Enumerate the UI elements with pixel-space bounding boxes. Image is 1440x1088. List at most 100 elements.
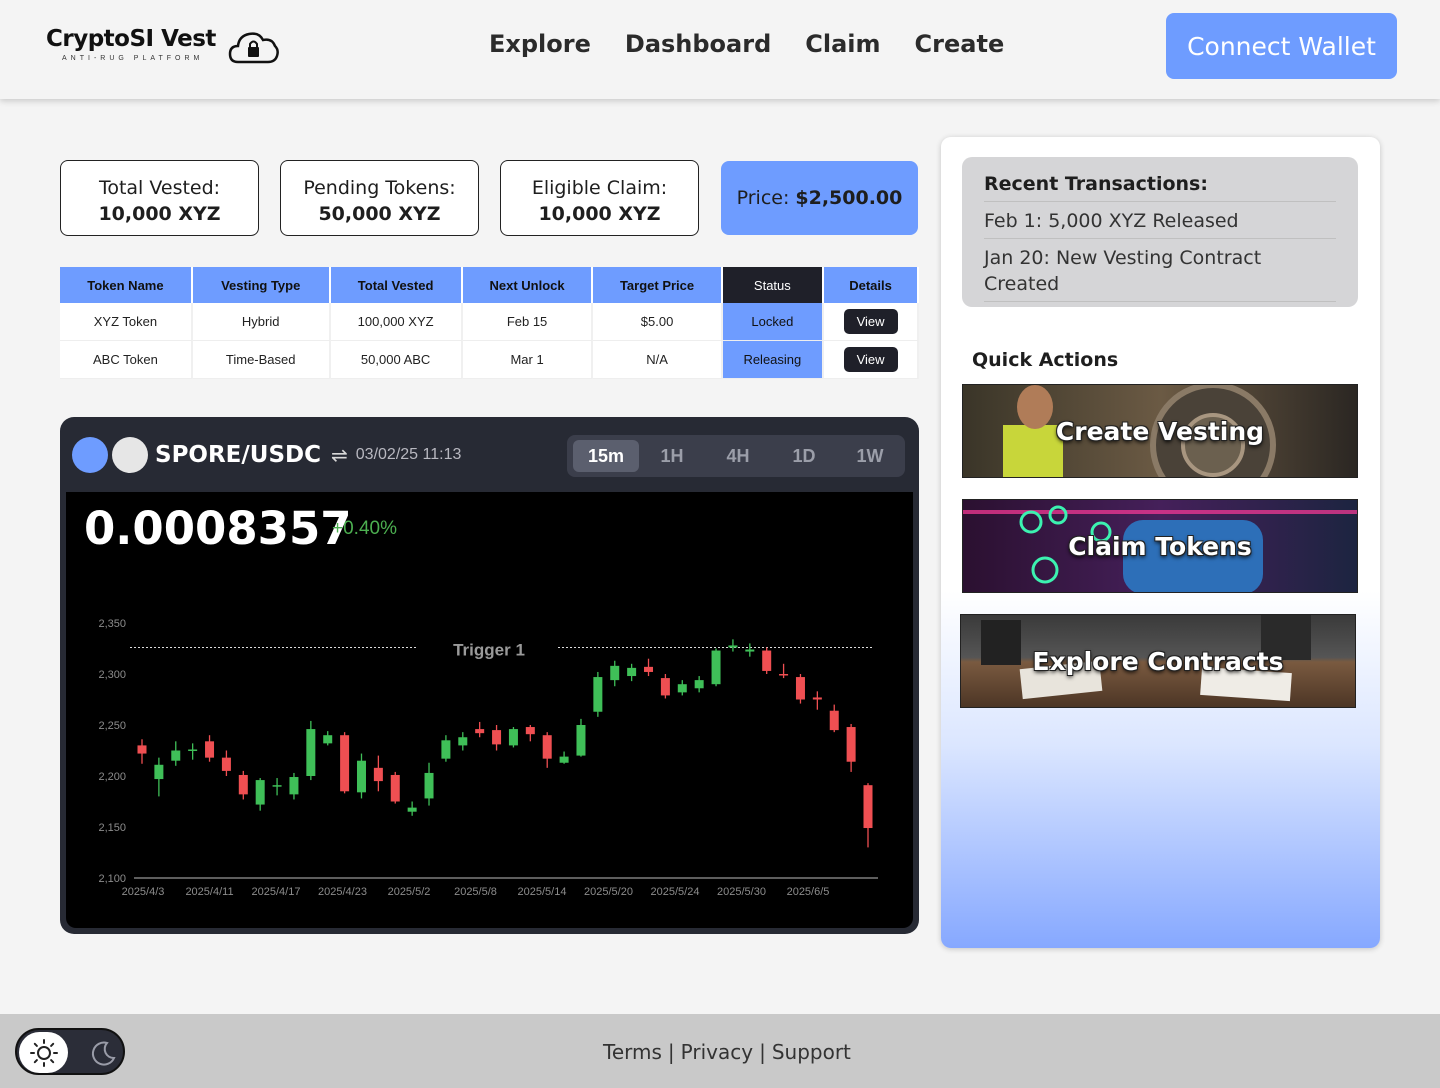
x-tick-label: 2025/5/8 <box>454 886 497 898</box>
pending-tokens-card: Pending Tokens: 50,000 XYZ <box>280 160 479 236</box>
candle-body <box>593 677 603 712</box>
candle-body <box>137 745 147 754</box>
candle-body <box>407 807 417 812</box>
claim-tokens-card[interactable]: Claim Tokens <box>962 499 1358 593</box>
candle-body <box>306 729 316 776</box>
quick-actions-title: Quick Actions <box>972 349 1119 371</box>
col-total-vested: Total Vested <box>330 267 463 303</box>
swap-icon[interactable]: ⇌ <box>331 444 348 467</box>
view-button[interactable]: View <box>843 347 898 372</box>
timeframe-selector: 15m 1H 4H 1D 1W <box>567 435 905 477</box>
theme-toggle[interactable] <box>15 1028 125 1075</box>
candle-body <box>356 760 366 793</box>
candle-body <box>508 729 518 746</box>
cell-next-unlock: Feb 15 <box>462 303 594 341</box>
candle-body <box>340 735 350 792</box>
price-label: Price: <box>736 187 790 209</box>
explore-contracts-label: Explore Contracts <box>1032 646 1284 676</box>
cell-details: View <box>824 303 919 341</box>
pending-tokens-value: 50,000 XYZ <box>318 203 441 225</box>
col-target-price: Target Price <box>593 267 723 303</box>
header: CryptoSI Vest ANTI-RUG PLATFORM Explore … <box>0 0 1440 99</box>
candle-body <box>762 650 772 671</box>
y-tick-label: 2,350 <box>98 618 126 630</box>
candle-body <box>677 684 687 693</box>
footer-separator: | <box>667 1040 675 1064</box>
nav-explore[interactable]: Explore <box>489 30 591 58</box>
table-row: ABC Token Time-Based 50,000 ABC Mar 1 N/… <box>60 341 919 379</box>
light-mode-option[interactable] <box>19 1032 68 1073</box>
candle-body <box>424 772 434 799</box>
candlestick-chart[interactable]: 2,100 2,150 2,200 2,250 2,300 2,350 2025/4/3 20… <box>66 492 913 928</box>
timeframe-1d[interactable]: 1D <box>792 445 816 466</box>
footer-separator: | <box>759 1040 766 1064</box>
candle-body <box>171 750 181 761</box>
nav-create[interactable]: Create <box>914 30 1005 58</box>
candle-body <box>745 649 755 652</box>
eligible-claim-value: 10,000 XYZ <box>538 203 661 225</box>
view-button[interactable]: View <box>843 309 898 334</box>
price-card: Price: $2,500.00 <box>721 161 918 235</box>
nav-claim[interactable]: Claim <box>805 30 881 58</box>
cell-token-name: ABC Token <box>60 341 193 379</box>
timeframe-1h[interactable]: 1H <box>660 445 684 466</box>
candle-body <box>694 680 704 689</box>
cell-details: View <box>824 341 919 379</box>
total-vested-card: Total Vested: 10,000 XYZ <box>60 160 259 236</box>
footer: Terms | Privacy | Support <box>0 1014 1440 1088</box>
candle-body <box>188 749 198 751</box>
x-tick-label: 2025/4/3 <box>122 886 165 898</box>
footer-links: Terms | Privacy | Support <box>603 1040 851 1064</box>
timeframe-1w[interactable]: 1W <box>856 445 884 466</box>
moon-icon[interactable] <box>89 1039 117 1067</box>
candle-body <box>272 785 282 787</box>
claim-tokens-label: Claim Tokens <box>1068 531 1252 561</box>
status-badge: Locked <box>722 303 825 341</box>
candle-body <box>627 667 637 677</box>
price-value: $2,500.00 <box>795 187 903 209</box>
x-tick-label: 2025/5/24 <box>651 886 700 898</box>
create-vesting-image <box>963 385 1357 477</box>
logo[interactable]: CryptoSI Vest ANTI-RUG PLATFORM <box>46 26 216 62</box>
cell-total-vested: 50,000 ABC <box>330 341 463 379</box>
quote-token-icon <box>112 437 148 473</box>
candle-body <box>863 785 873 829</box>
side-panel: Recent Transactions: Feb 1: 5,000 XYZ Re… <box>941 137 1380 948</box>
timeframe-4h[interactable]: 4H <box>726 445 750 466</box>
candle-body <box>238 774 248 795</box>
candle-body <box>829 710 839 731</box>
claim-tokens-image <box>963 500 1357 592</box>
candle-body <box>559 756 569 763</box>
x-tick-label: 2025/6/5 <box>787 886 830 898</box>
candle-body <box>644 666 654 672</box>
x-tick-label: 2025/4/23 <box>318 886 367 898</box>
table-header-row: Token Name Vesting Type Total Vested Nex… <box>60 267 919 303</box>
total-vested-value: 10,000 XYZ <box>98 203 221 225</box>
sun-icon <box>29 1038 58 1067</box>
support-link[interactable]: Support <box>771 1040 851 1064</box>
candle-body <box>390 774 400 802</box>
candle-body <box>441 740 451 759</box>
candle-body <box>373 767 383 782</box>
eligible-claim-label: Eligible Claim: <box>531 177 668 199</box>
nav-dashboard[interactable]: Dashboard <box>624 30 772 58</box>
candle-body <box>458 737 468 746</box>
candle-body <box>779 674 789 676</box>
logo-subtitle: ANTI-RUG PLATFORM <box>62 55 204 62</box>
pair-label: SPORE/USDC <box>155 442 322 468</box>
terms-link[interactable]: Terms <box>603 1040 662 1064</box>
transaction-item: Feb 1: 5,000 XYZ Released <box>984 202 1336 239</box>
explore-contracts-card[interactable]: Explore Contracts <box>960 614 1356 708</box>
main-nav: Explore Dashboard Claim Create <box>489 30 1004 58</box>
create-vesting-card[interactable]: Create Vesting <box>962 384 1358 478</box>
base-token-icon <box>72 437 108 473</box>
col-details: Details <box>824 267 919 303</box>
connect-wallet-button[interactable]: Connect Wallet <box>1166 13 1397 79</box>
x-tick-label: 2025/4/17 <box>252 886 301 898</box>
x-tick-label: 2025/5/2 <box>388 886 431 898</box>
candle-body <box>525 727 535 735</box>
timeframe-15m[interactable]: 15m <box>573 440 639 472</box>
x-tick-label: 2025/5/20 <box>584 886 633 898</box>
chart-body: 0.0008357 +0.40% 2,100 2,150 2,200 2,250 2,3… <box>66 492 913 928</box>
privacy-link[interactable]: Privacy <box>680 1040 754 1064</box>
